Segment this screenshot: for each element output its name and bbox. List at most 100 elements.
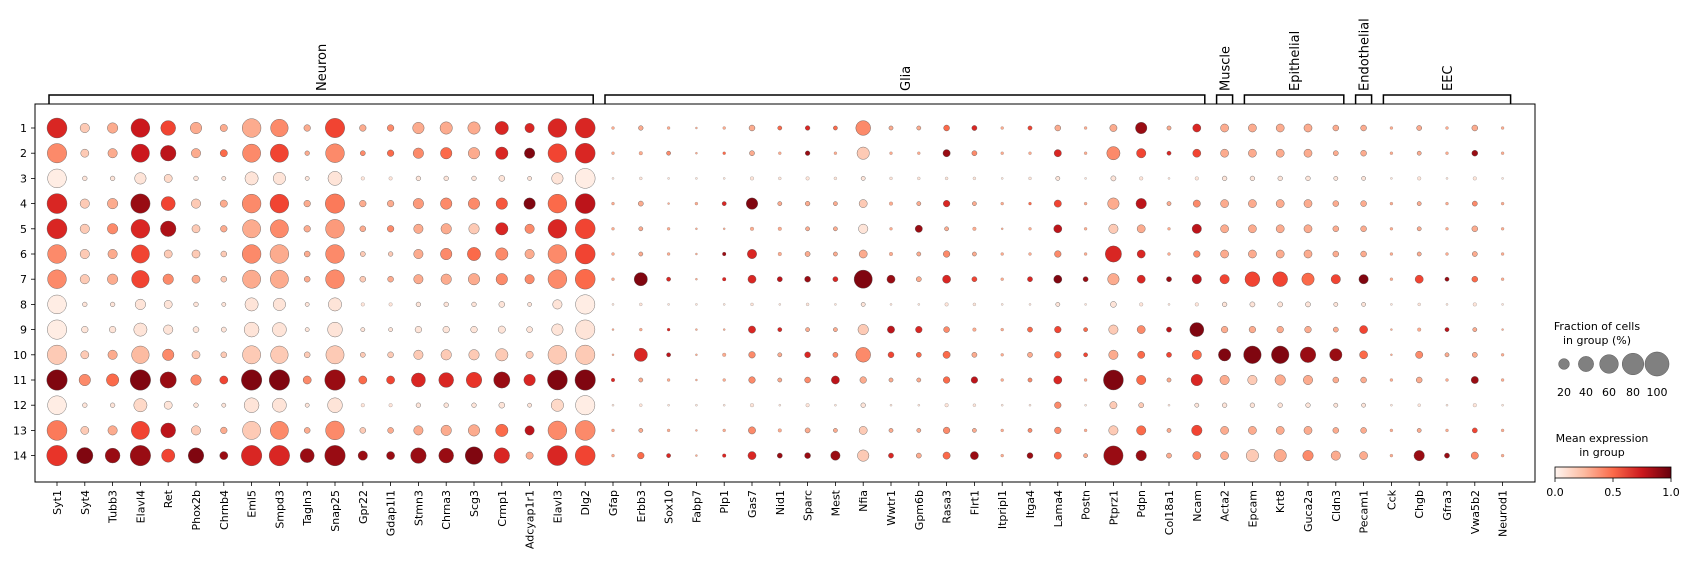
- dot-11-Adcyap1r1: [523, 374, 536, 386]
- dot-9-Sparc: [805, 327, 810, 332]
- dot-6-Wwtr1: [889, 252, 893, 256]
- dot-7-Krt8: [1272, 271, 1288, 287]
- dot-11-Acta2: [1219, 375, 1230, 385]
- x-tick-label-Krt8: Krt8: [1274, 490, 1287, 513]
- dot-3-Chrnb4: [221, 176, 227, 181]
- dot-11-Wwtr1: [888, 377, 894, 383]
- dot-11-Gfra3: [1445, 378, 1449, 382]
- dot-7-Ptprz1: [1107, 273, 1120, 286]
- dot-4-Snap25: [325, 193, 345, 214]
- dot-2-Ptprz1: [1106, 146, 1121, 161]
- dot-4-Elavl4: [130, 193, 151, 214]
- dot-11-Pdpn: [1136, 375, 1147, 385]
- dot-7-Phox2b: [191, 274, 201, 284]
- dot-5-Adcyap1r1: [524, 223, 535, 234]
- dot-6-Elavl4: [131, 244, 150, 264]
- dot-7-Nid1: [777, 276, 783, 282]
- dot-6-Krt8: [1275, 249, 1285, 259]
- dot-7-Scg3: [468, 273, 480, 286]
- dot-1-Krt8: [1275, 123, 1285, 133]
- dot-4-Gpr22: [359, 200, 367, 208]
- dot-14-Nid1: [777, 452, 783, 459]
- dot-10-Scg3: [468, 349, 480, 361]
- dot-2-Gpm6b: [917, 151, 921, 155]
- dot-1-Sox10: [667, 126, 671, 130]
- dot-14-Gpm6b: [916, 452, 922, 459]
- dot-7-Chrnb4: [220, 276, 227, 283]
- dot-12-Gas7: [750, 403, 754, 408]
- dot-2-Stmn3: [412, 147, 424, 159]
- dot-9-Lama4: [1054, 326, 1062, 334]
- dot-14-Pdpn: [1135, 450, 1147, 462]
- dot-5-Stmn3: [413, 223, 424, 234]
- dot-5-Col18a1: [1167, 227, 1171, 231]
- dot-10-Cck: [1390, 353, 1393, 356]
- dot-3-Flrt1: [972, 176, 976, 180]
- dot-13-Smpd3: [270, 421, 289, 440]
- dot-13-Eml5: [242, 421, 261, 440]
- dot-10-Itpripl1: [1000, 353, 1004, 357]
- dot-10-Chgb: [1415, 350, 1424, 359]
- dot-6-Cldn3: [1332, 250, 1339, 258]
- dot-7-Wwtr1: [886, 274, 896, 284]
- x-tick-label-Stmn3: Stmn3: [412, 490, 425, 526]
- dot-9-Ptprz1: [1108, 324, 1119, 335]
- dot-5-Neurod1: [1501, 227, 1505, 231]
- dot-8-Gfra3: [1445, 303, 1449, 306]
- dot-14-Gas7: [747, 451, 757, 460]
- dot-2-Guca2a: [1303, 148, 1313, 158]
- dot-11-Eml5: [241, 369, 263, 391]
- dot-13-Krt8: [1275, 426, 1285, 435]
- dot-2-Chrna3: [440, 147, 453, 160]
- dot-10-Eml5: [242, 345, 261, 365]
- dot-14-Phox2b: [188, 447, 204, 464]
- dot-1-Elavl4: [130, 118, 150, 138]
- dot-12-Vwa5b2: [1472, 403, 1477, 408]
- dot-9-Tubb3: [109, 326, 117, 334]
- dot-13-Plp1: [722, 428, 726, 432]
- dot-8-Epcam: [1249, 301, 1256, 308]
- dot-8-Itga4: [1028, 303, 1032, 306]
- dot-10-Plp1: [722, 352, 727, 357]
- dot-8-Sox10: [667, 303, 670, 306]
- dot-10-Elavl4: [131, 345, 150, 364]
- dot-14-Crmp1: [493, 447, 510, 464]
- dot-14-Elavl4: [129, 445, 151, 467]
- dot-11-Pecam1: [1360, 376, 1367, 384]
- dot-11-Ptprz1: [1103, 369, 1124, 391]
- dot-6-Gfap: [611, 252, 615, 256]
- dot-9-Neurod1: [1501, 328, 1504, 331]
- dot-4-Adcyap1r1: [523, 197, 536, 210]
- dot-6-Itpripl1: [1000, 252, 1004, 256]
- dot-8-Ptprz1: [1110, 301, 1117, 308]
- dot-6-Elavl3: [547, 244, 567, 264]
- dot-3-Dlg2: [575, 168, 596, 189]
- dot-7-Pecam1: [1358, 274, 1369, 285]
- x-tick-label-Elavl3: Elavl3: [551, 490, 564, 523]
- dot-9-Phox2b: [192, 326, 200, 333]
- x-tick-label-Gas7: Gas7: [746, 490, 759, 518]
- dot-9-Erbb3: [639, 328, 643, 332]
- dot-4-Nfia: [858, 199, 868, 208]
- dot-6-Postn: [1084, 252, 1088, 256]
- dot-8-Nfia: [860, 302, 866, 307]
- dot-3-Pecam1: [1361, 176, 1366, 181]
- dot-5-Gpm6b: [914, 224, 923, 233]
- x-tick-label-Gdap1l1: Gdap1l1: [385, 490, 398, 536]
- dot-2-Gas7: [749, 150, 755, 156]
- dot-9-Syt1: [47, 319, 67, 340]
- dot-6-Acta2: [1220, 249, 1229, 259]
- dot-1-Flrt1: [971, 125, 978, 131]
- fraction-legend-tick-40: 40: [1579, 386, 1593, 399]
- dot-2-Pdpn: [1136, 148, 1147, 159]
- dot-7-Epcam: [1244, 271, 1261, 287]
- dot-9-Col18a1: [1166, 326, 1172, 333]
- dot-12-Pecam1: [1361, 402, 1366, 408]
- dot-13-Pecam1: [1360, 427, 1367, 434]
- dot-13-Tagln3: [304, 427, 311, 434]
- dot-9-Itga4: [1027, 326, 1033, 333]
- dot-7-Plp1: [722, 277, 727, 282]
- color-legend-bar: [1554, 466, 1672, 479]
- dot-2-Rasa3: [942, 149, 951, 158]
- y-tick-label-13: 13: [13, 424, 27, 437]
